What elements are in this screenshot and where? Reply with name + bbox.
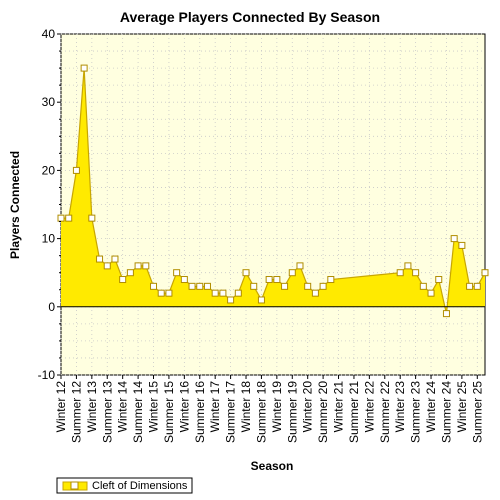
data-point (242, 269, 250, 277)
x-tick-label: Summer 18 (254, 381, 268, 443)
data-point (319, 282, 327, 290)
y-axis: -10 0 10 20 30 40 (38, 27, 61, 382)
x-tick-label: Winter 13 (85, 381, 99, 433)
data-point (311, 289, 319, 297)
x-tick-label: Summer 22 (378, 381, 392, 443)
x-tick-label: Winter 25 (455, 381, 469, 433)
x-tick-label: Winter 22 (362, 381, 376, 433)
x-tick-label: Winter 14 (116, 381, 130, 433)
data-point (273, 276, 281, 284)
data-point (304, 282, 312, 290)
data-point (265, 276, 273, 284)
x-tick-label: Winter 23 (393, 381, 407, 433)
x-tick-label: Winter 12 (54, 381, 68, 433)
x-tick-label: Winter 16 (177, 381, 191, 433)
data-point (188, 282, 196, 290)
data-point (288, 269, 296, 277)
data-point (435, 276, 443, 284)
x-axis: Winter 12 Summer 12 Winter 13 Summer 13 Wint… (54, 375, 484, 443)
data-point (134, 262, 142, 270)
y-tick-label: -10 (38, 368, 56, 382)
x-tick-label: Summer 17 (224, 381, 238, 443)
data-point (234, 289, 242, 297)
legend-marker (70, 481, 79, 490)
series-area (61, 68, 485, 314)
data-point (281, 282, 289, 290)
x-tick-label: Summer 23 (409, 381, 423, 443)
data-point (473, 282, 481, 290)
y-tick-label: 40 (42, 27, 56, 41)
x-tick-label: Summer 20 (316, 381, 330, 443)
data-point (466, 282, 474, 290)
data-point (227, 296, 235, 304)
data-point (219, 289, 227, 297)
data-point (150, 282, 158, 290)
data-point (173, 269, 181, 277)
x-tick-label: Winter 18 (239, 381, 253, 433)
data-point (126, 269, 134, 277)
data-point (142, 262, 150, 270)
data-point (211, 289, 219, 297)
data-point (165, 289, 173, 297)
data-point (442, 310, 450, 318)
data-point (72, 166, 80, 174)
x-tick-label: Summer 24 (439, 381, 453, 443)
y-axis-label: Players Connected (8, 151, 22, 259)
legend-label: Cleft of Dimensions (92, 480, 188, 492)
legend-box (56, 477, 193, 494)
x-tick-label: Winter 15 (147, 381, 161, 433)
x-tick-label: Summer 25 (470, 381, 484, 443)
x-tick-label: Winter 17 (208, 381, 222, 433)
legend: Cleft of Dimensions (56, 477, 193, 494)
data-point (296, 262, 304, 270)
data-point (80, 64, 88, 72)
data-point (481, 269, 489, 277)
data-point (180, 276, 188, 284)
data-point (96, 255, 104, 263)
data-point (412, 269, 420, 277)
y-tick-label: 0 (48, 300, 55, 314)
data-point (111, 255, 119, 263)
x-tick-label: Winter 24 (424, 381, 438, 433)
x-tick-label: Winter 21 (332, 381, 346, 433)
data-point (203, 282, 211, 290)
data-point (404, 262, 412, 270)
y-tick-label: 10 (42, 232, 56, 246)
x-tick-label: Summer 15 (162, 381, 176, 443)
marker-layer (57, 64, 489, 318)
x-tick-label: Summer 21 (347, 381, 361, 443)
data-point (327, 276, 335, 284)
y-tick-label: 30 (42, 95, 56, 109)
data-point (88, 214, 96, 222)
data-point (396, 269, 404, 277)
data-point (119, 276, 127, 284)
x-tick-label: Summer 12 (69, 381, 83, 443)
x-tick-label: Summer 16 (193, 381, 207, 443)
x-tick-label: Winter 19 (270, 381, 284, 433)
data-point (458, 241, 466, 249)
x-tick-label: Summer 19 (285, 381, 299, 443)
data-point (196, 282, 204, 290)
x-tick-label: Summer 14 (131, 381, 145, 443)
data-point (450, 235, 458, 243)
data-point (427, 289, 435, 297)
data-point (419, 282, 427, 290)
y-tick-label: 20 (42, 163, 56, 177)
x-tick-label: Winter 20 (301, 381, 315, 433)
data-point (103, 262, 111, 270)
grid-layer (60, 33, 485, 376)
data-point (65, 214, 73, 222)
chart-title: Average Players Connected By Season (120, 9, 380, 25)
data-point (157, 289, 165, 297)
data-point (257, 296, 265, 304)
x-axis-label: Season (251, 459, 294, 473)
data-point (57, 214, 65, 222)
x-tick-label: Summer 13 (100, 381, 114, 443)
data-point (250, 282, 258, 290)
